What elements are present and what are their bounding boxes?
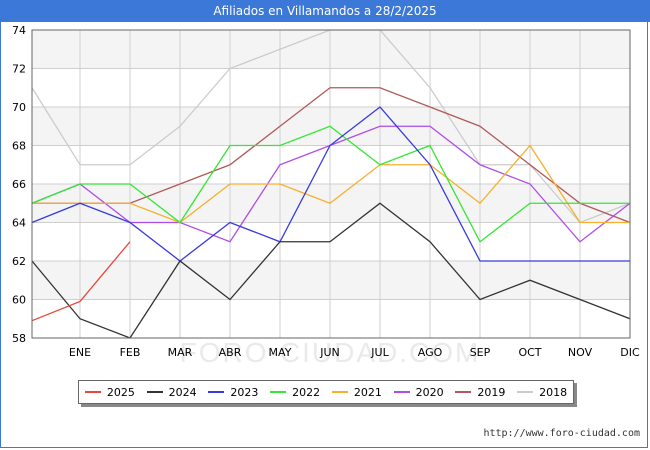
legend-item-2022: 2022 [270, 386, 320, 399]
grid-band [32, 261, 630, 300]
series-line-2022 [31, 125, 630, 243]
legend-swatch [208, 391, 225, 393]
y-tick-label: 72 [12, 63, 26, 76]
x-tick-label: OCT [518, 346, 541, 359]
x-tick-label: JUN [319, 346, 340, 359]
legend-swatch [331, 391, 348, 393]
source-url[interactable]: http://www.foro-ciudad.com [483, 428, 640, 439]
legend-label: 2023 [230, 385, 259, 399]
legend-item-2024: 2024 [146, 385, 197, 399]
legend-item-2019: 2019 [455, 386, 505, 399]
series-line-2025 [31, 241, 131, 322]
legend-label: 2024 [168, 385, 197, 399]
series-line-2023 [31, 106, 630, 262]
legend-label: 2025 [106, 385, 135, 399]
legend-swatch [455, 391, 472, 393]
grid-band [32, 30, 630, 69]
legend-item-2018: 2018 [517, 386, 567, 399]
y-tick-label: 66 [12, 178, 26, 191]
y-tick-label: 74 [12, 24, 26, 37]
legend-label: 2018 [539, 385, 568, 399]
legend-swatch [270, 391, 287, 393]
legend-label: 2020 [415, 385, 444, 399]
legend-item-2021: 2021 [331, 385, 382, 399]
plot-border [31, 29, 631, 339]
legend-swatch [517, 391, 534, 393]
watermark: FORO-CIUDAD.COM [180, 337, 481, 368]
x-tick-label: JUL [370, 346, 389, 359]
legend-item-2023: 2023 [208, 386, 258, 399]
y-tick-label: 62 [12, 255, 26, 268]
legend-label: 2019 [477, 385, 506, 399]
x-tick-label: NOV [568, 346, 593, 359]
y-tick-label: 70 [12, 101, 26, 114]
y-tick-label: 60 [12, 294, 26, 307]
series-line-2021 [32, 144, 630, 224]
x-tick-label: SEP [470, 346, 491, 359]
x-tick-label: DIC [620, 346, 640, 359]
chart-title: Afiliados en Villamandos a 28/2/2025 [0, 0, 650, 22]
legend-item-2025: 2025 [84, 385, 135, 399]
y-tick-label: 58 [12, 332, 26, 345]
legend-swatch [84, 391, 101, 393]
x-tick-label: MAR [168, 346, 193, 359]
legend-label: 2021 [353, 385, 382, 399]
legend: 2025 2024 2023 2022 2021 2020 2019 2018 [78, 380, 574, 404]
legend-item-2020: 2020 [393, 385, 444, 399]
x-tick-label: FEB [120, 346, 141, 359]
x-tick-label: AGO [418, 346, 443, 359]
x-tick-label: MAY [269, 346, 292, 359]
legend-swatch [393, 391, 410, 393]
x-tick-label: ENE [69, 346, 91, 359]
y-tick-label: 68 [12, 140, 26, 153]
legend-swatch [146, 391, 163, 393]
y-tick-label: 64 [12, 217, 26, 230]
x-tick-label: ABR [219, 346, 242, 359]
legend-label: 2022 [292, 385, 321, 399]
